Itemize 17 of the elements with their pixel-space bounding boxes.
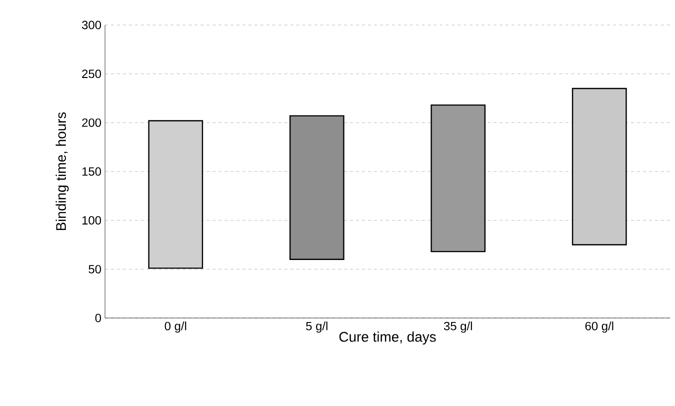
bar bbox=[572, 88, 627, 246]
x-tick-label: 35 g/l bbox=[444, 322, 472, 333]
bar bbox=[289, 115, 344, 260]
x-tick-label: 0 g/l bbox=[164, 322, 186, 333]
y-tick-label: 250 bbox=[82, 70, 102, 78]
bar bbox=[148, 120, 204, 269]
x-tick-label: 5 g/l bbox=[306, 322, 328, 333]
bar bbox=[430, 104, 486, 252]
y-tick-label: 200 bbox=[82, 118, 102, 127]
y-tick-label: 0 bbox=[95, 314, 102, 322]
y-tick-label: 100 bbox=[82, 216, 102, 225]
y-tick-label: 150 bbox=[82, 167, 102, 176]
x-axis-title: Cure time, days bbox=[339, 332, 436, 345]
x-tick-label: 60 g/l bbox=[585, 322, 614, 333]
y-tick-label: 50 bbox=[88, 264, 102, 274]
y-tick-label: 300 bbox=[82, 20, 102, 30]
y-axis-title: Binding time, hours bbox=[56, 112, 69, 230]
